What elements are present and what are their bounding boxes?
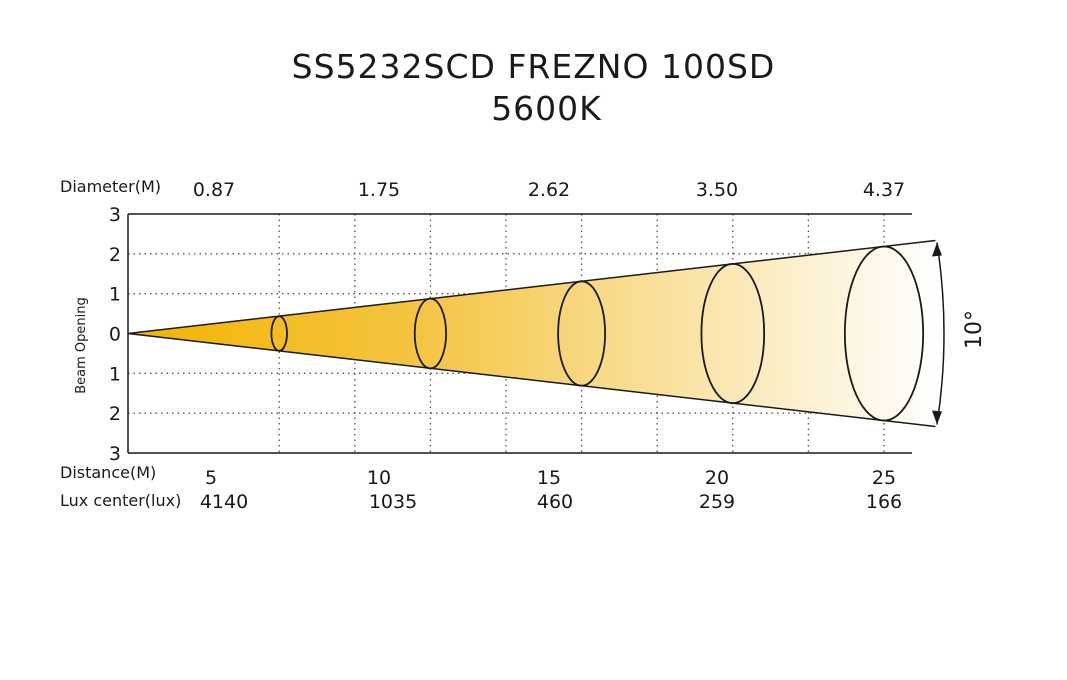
beam-ellipse-15 — [557, 280, 606, 387]
diameter-value: 4.37 — [863, 179, 905, 201]
lux-value: 166 — [866, 491, 902, 513]
beam-angle-arrow-top — [932, 242, 942, 257]
lux-value: 1035 — [369, 491, 417, 513]
beam-ellipse-10 — [413, 297, 447, 370]
diameter-value: 3.50 — [696, 179, 738, 201]
chart-subtitle: 5600K — [491, 89, 602, 128]
beam-cone — [128, 240, 936, 427]
lux-row-label: Lux center(lux) — [60, 491, 181, 510]
lux-value: 460 — [537, 491, 573, 513]
distance-value: 25 — [872, 467, 896, 489]
y-tick-label: 1 — [109, 363, 121, 385]
diameter-value: 1.75 — [358, 179, 400, 201]
distance-row-label: Distance(M) — [60, 463, 156, 482]
distance-value: 20 — [705, 467, 729, 489]
y-tick-label: 3 — [109, 204, 121, 226]
distance-value: 15 — [537, 467, 561, 489]
distance-value: 5 — [205, 467, 217, 489]
beam-ellipse-20 — [700, 262, 766, 405]
y-tick-label: 2 — [109, 244, 121, 266]
diameter-value: 2.62 — [528, 179, 570, 201]
lux-value: 4140 — [200, 491, 248, 513]
chart-title: SS5232SCD FREZNO 100SD — [291, 47, 776, 86]
beam-angle-arc — [936, 242, 945, 425]
beam-angle-label: 10° — [962, 310, 987, 349]
beam-edge-upper — [127, 239, 936, 335]
y-axis-title: Beam Opening — [74, 297, 89, 394]
beam-ellipse-5 — [270, 315, 288, 352]
lux-value: 259 — [699, 491, 735, 513]
distance-value: 10 — [367, 467, 391, 489]
y-tick-label: 1 — [109, 284, 121, 306]
beam-angle-arrow-bottom — [932, 410, 942, 425]
beam-edge-lower — [127, 332, 936, 428]
y-tick-label: 3 — [109, 443, 121, 465]
diameter-value: 0.87 — [193, 179, 235, 201]
y-tick-label: 2 — [109, 403, 121, 425]
beam-ellipse-25 — [843, 245, 925, 422]
y-tick-label: 0 — [109, 324, 121, 346]
diameter-row-label: Diameter(M) — [60, 177, 161, 196]
